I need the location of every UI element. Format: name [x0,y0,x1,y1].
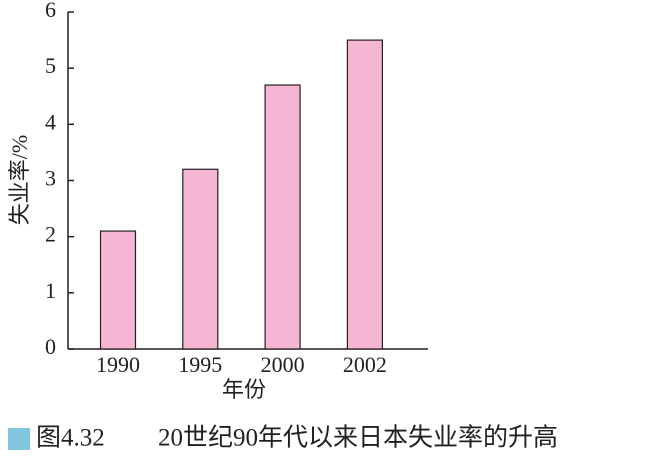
x-tick-label: 2000 [261,352,305,377]
chart-title: 20世纪90年代以来日本失业率的升高 [158,424,558,452]
caption-marker [8,428,30,450]
x-axis-label: 年份 [222,377,266,402]
bar [99,230,137,350]
y-tick-label: 3 [45,166,56,191]
bar [264,84,301,350]
figure-label: 图4.32 [36,425,105,452]
y-tick-label: 2 [45,222,56,247]
x-tick-label: 1995 [178,352,222,377]
x-tick-label: 2002 [343,352,387,377]
bar [346,39,383,350]
y-tick-label: 1 [45,278,56,303]
y-tick-label: 4 [45,109,56,134]
bar [182,168,219,350]
y-tick-label: 5 [45,53,56,78]
y-axis-label: 失业率/% [7,135,32,225]
y-tick-label: 6 [45,0,56,22]
x-tick-label: 1990 [96,352,140,377]
y-tick-label: 0 [45,334,56,359]
